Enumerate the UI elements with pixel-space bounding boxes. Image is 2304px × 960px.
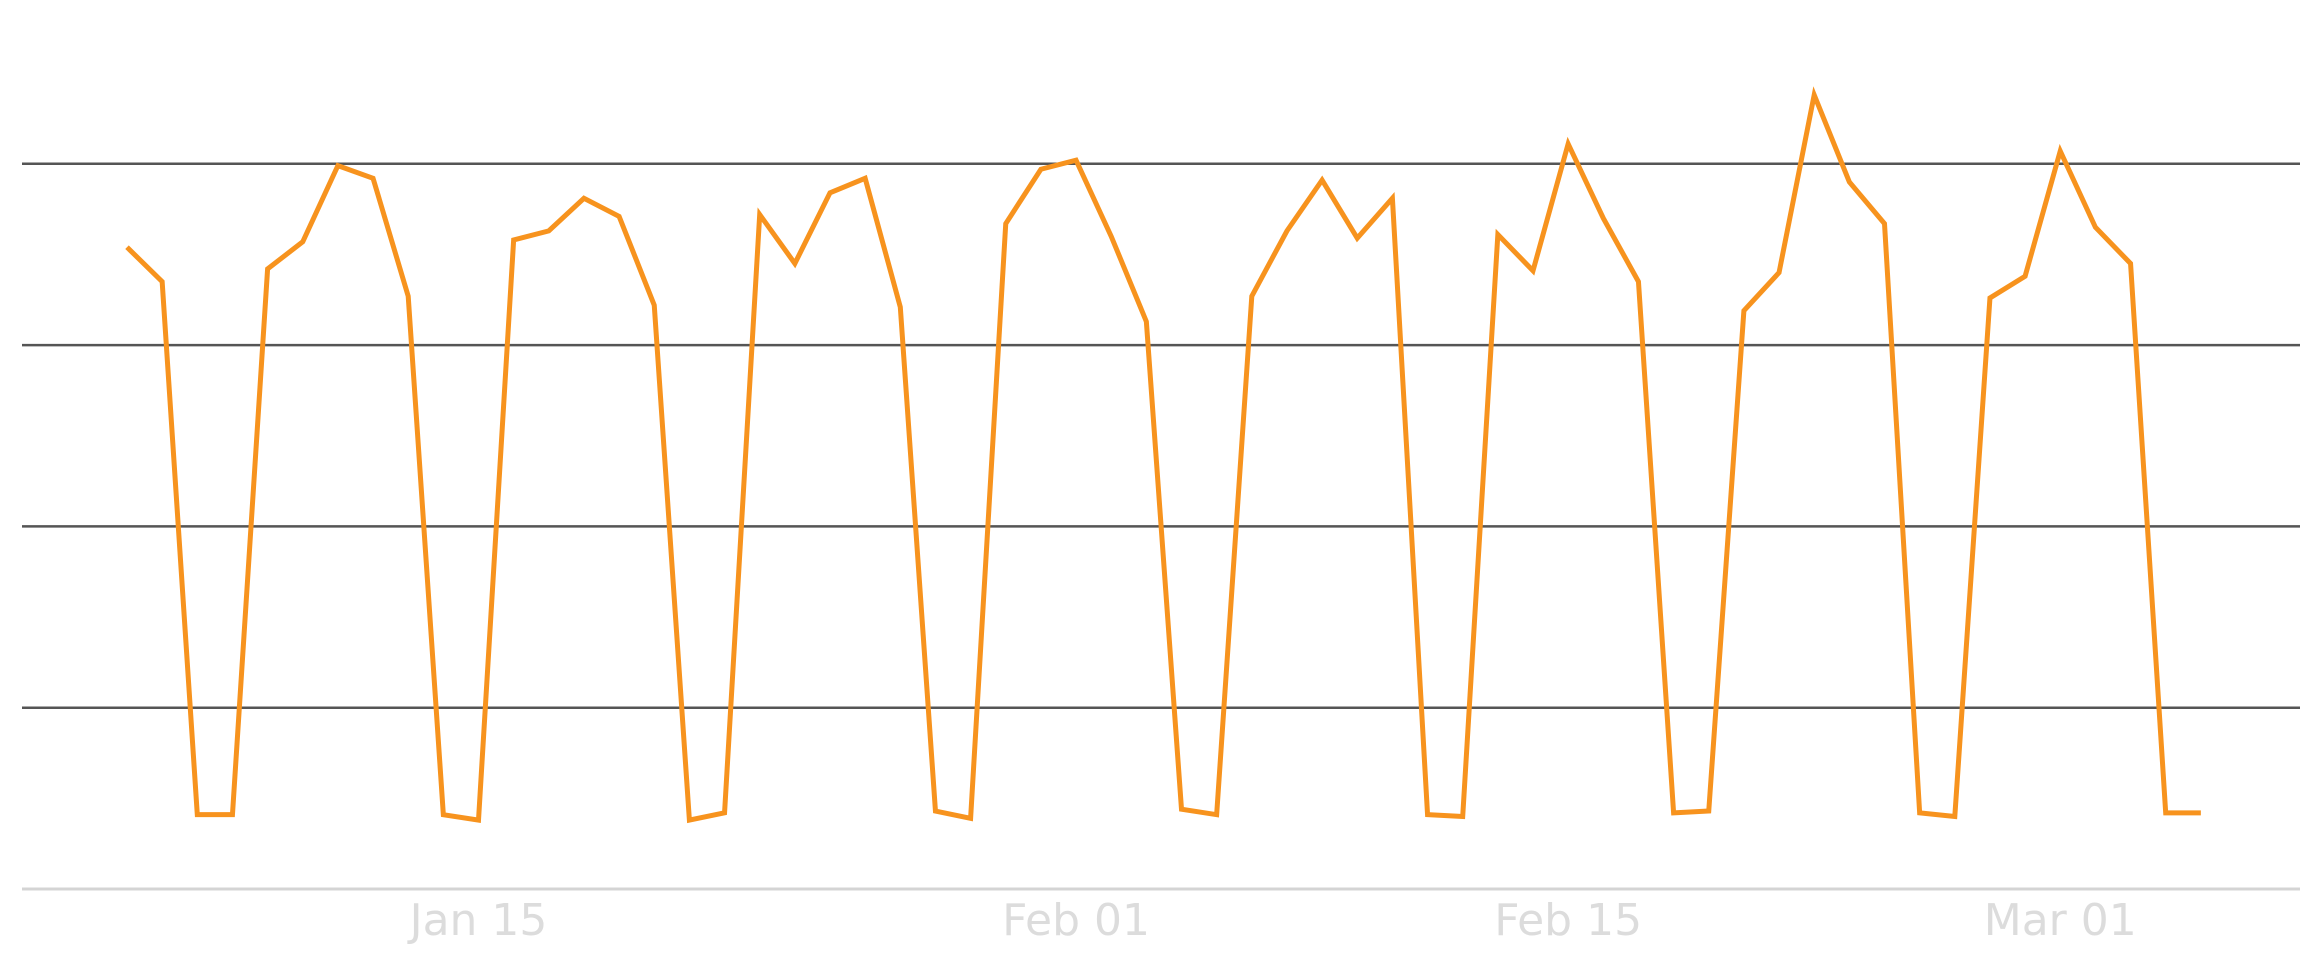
data-line — [125, 86, 2201, 824]
x-tick-label: Feb 15 — [1494, 895, 1642, 946]
x-tick-label: Mar 01 — [1984, 895, 2137, 946]
x-tick-label: Jan 15 — [407, 895, 548, 946]
x-tick-label: Feb 01 — [1002, 895, 1150, 946]
